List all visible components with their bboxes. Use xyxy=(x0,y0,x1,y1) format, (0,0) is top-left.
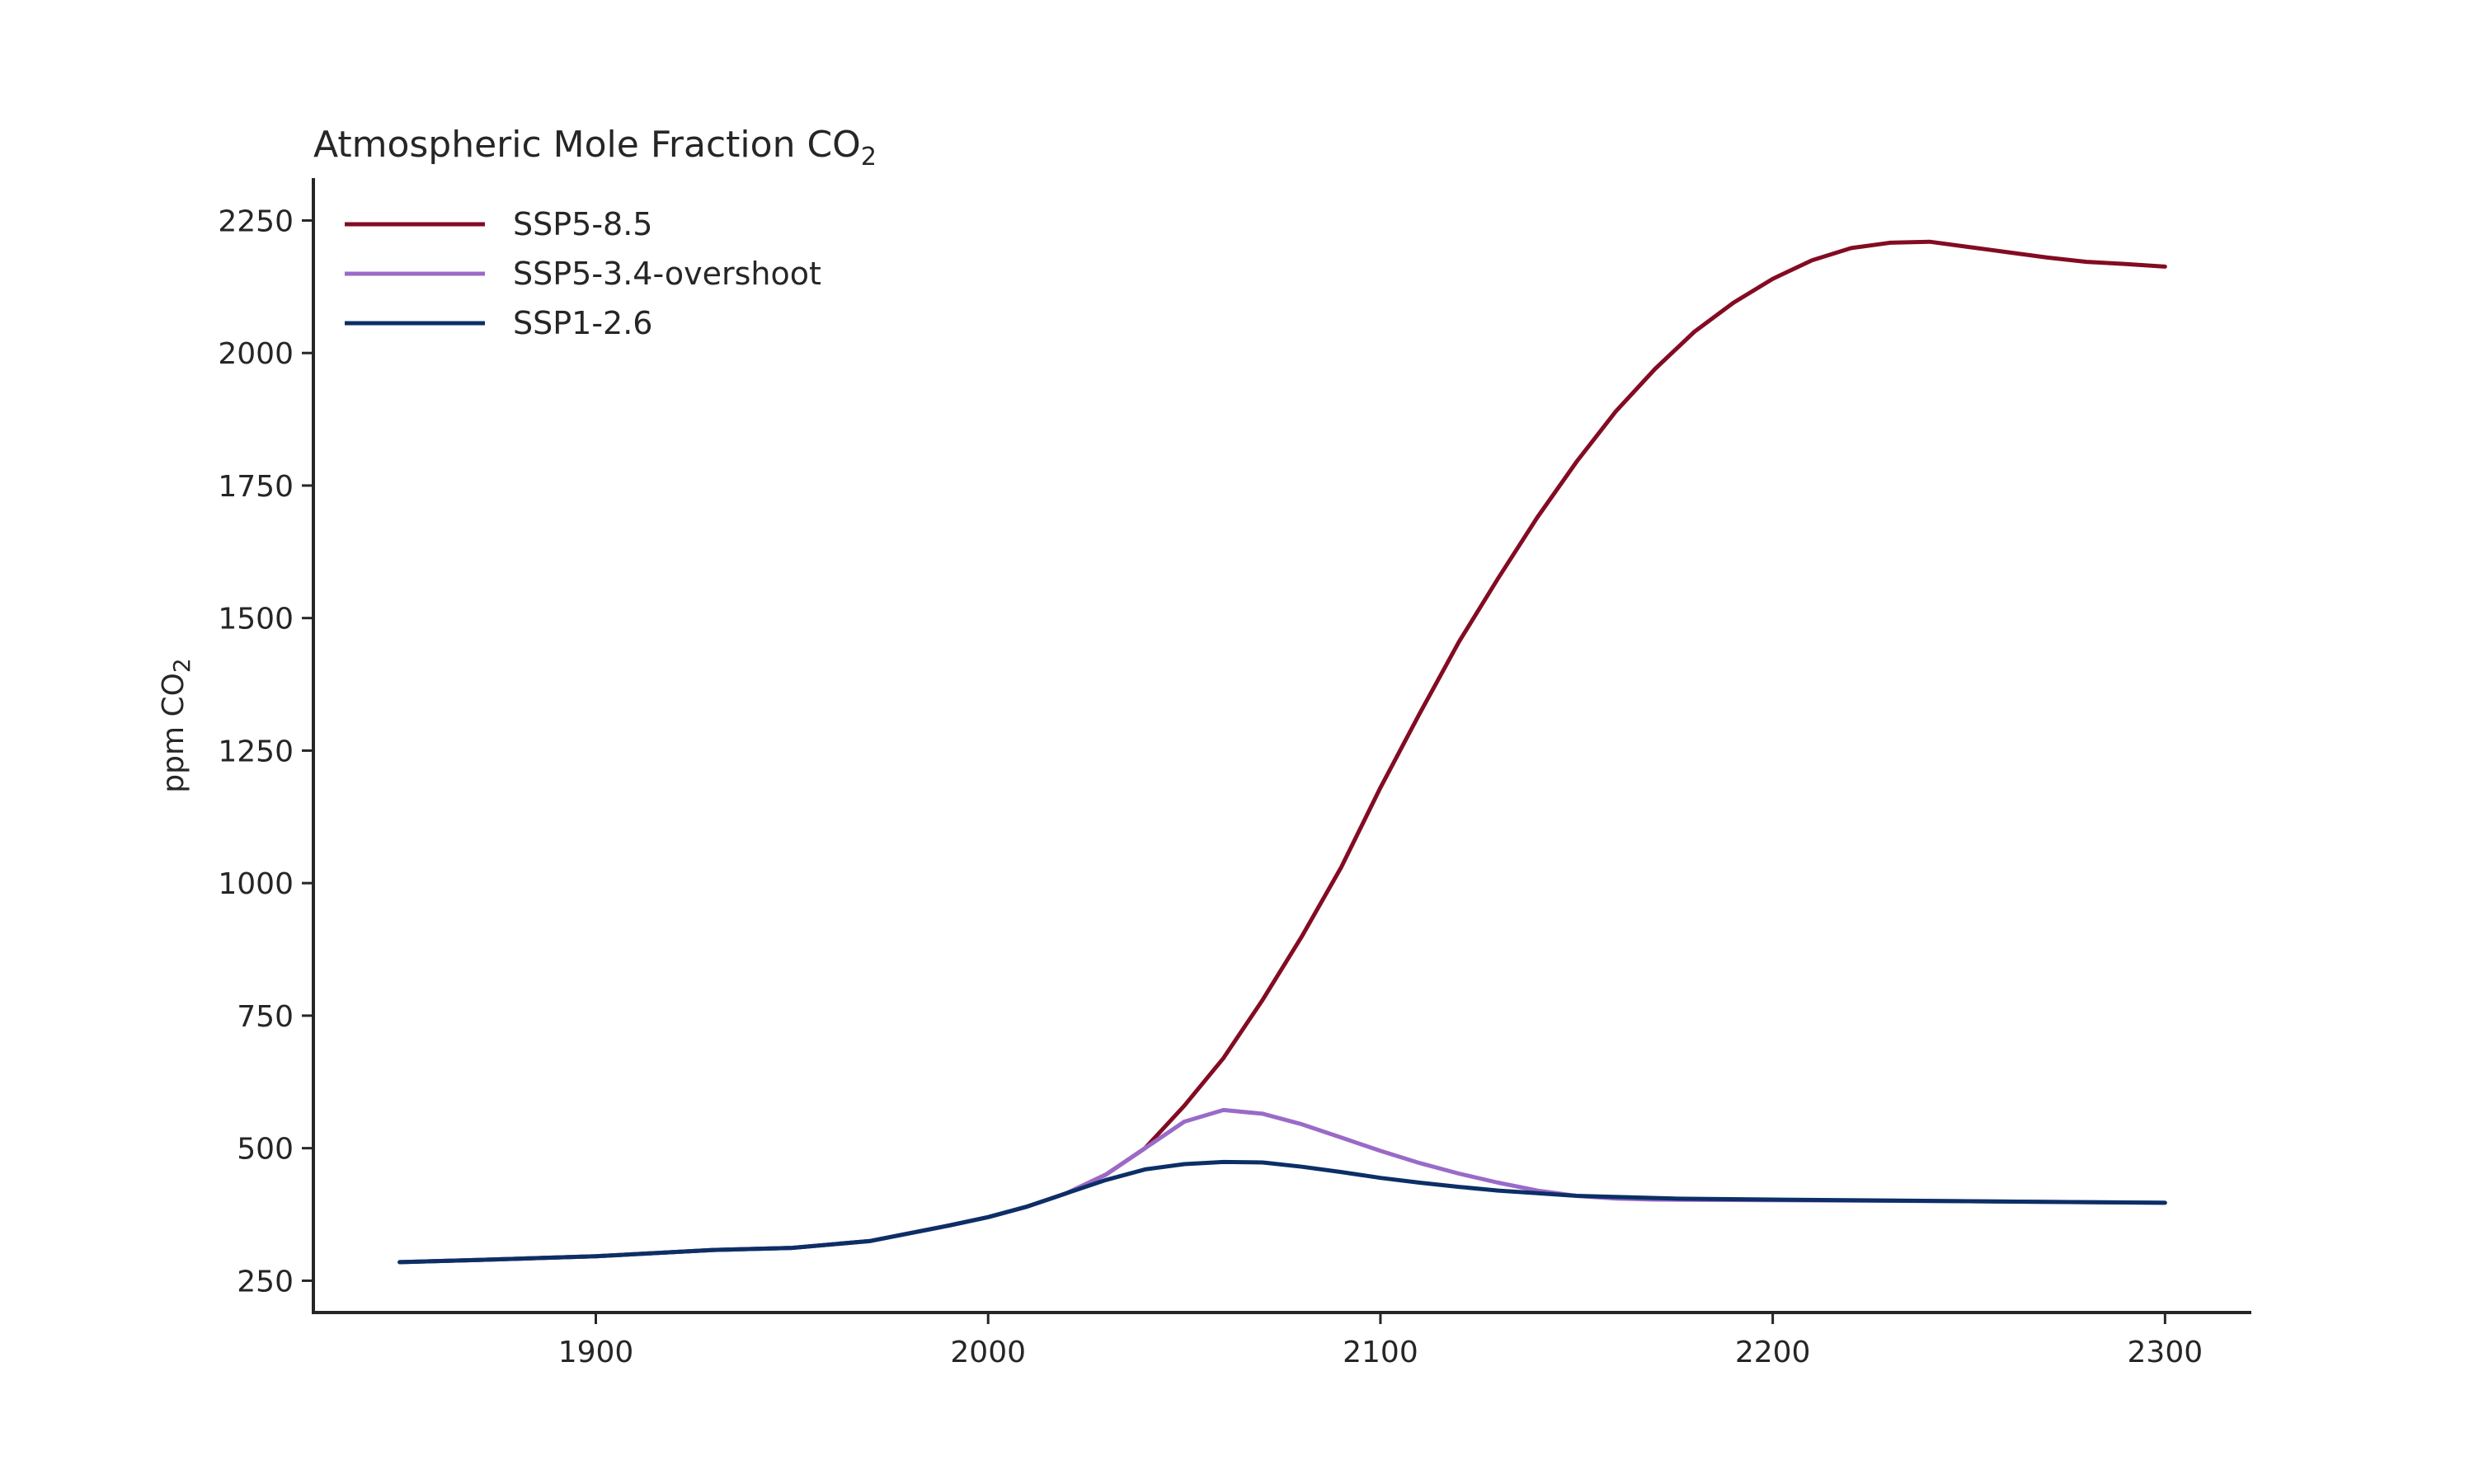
y-tick-label: 1000 xyxy=(218,867,294,901)
y-axis-ticks: 250 500 750 1000 1250 1500 1750 2000 2250 xyxy=(218,204,313,1298)
legend-label-2: SSP1-2.6 xyxy=(513,305,652,341)
y-axis-label: ppm CO2 xyxy=(157,658,195,793)
y-tick-label: 750 xyxy=(237,1000,294,1034)
legend-label-0: SSP5-8.5 xyxy=(513,206,652,242)
y-tick-label: 1250 xyxy=(218,735,294,768)
chart-title: Atmospheric Mole Fraction CO2 xyxy=(313,124,877,171)
x-tick-label: 2000 xyxy=(950,1336,1026,1369)
series-lines xyxy=(397,239,2167,1265)
x-tick-label: 2300 xyxy=(2128,1336,2204,1369)
x-axis-ticks: 1900 2000 2100 2200 2300 xyxy=(558,1313,2203,1369)
y-tick-label: 1750 xyxy=(218,470,294,504)
y-tick-label: 2000 xyxy=(218,337,294,371)
series-line-0 xyxy=(397,239,2167,1265)
y-tick-label: 1500 xyxy=(218,603,294,636)
x-tick-label: 1900 xyxy=(558,1336,634,1369)
series-line-2 xyxy=(397,1159,2167,1265)
x-tick-label: 2100 xyxy=(1343,1336,1418,1369)
series-line-1 xyxy=(397,1107,2167,1265)
y-tick-label: 250 xyxy=(237,1265,294,1298)
legend: SSP5-8.5 SSP5-3.4-overshoot SSP1-2.6 xyxy=(345,206,821,341)
x-tick-label: 2200 xyxy=(1735,1336,1811,1369)
y-tick-label: 500 xyxy=(237,1133,294,1167)
legend-label-1: SSP5-3.4-overshoot xyxy=(513,256,821,292)
y-tick-label: 2250 xyxy=(218,204,294,238)
